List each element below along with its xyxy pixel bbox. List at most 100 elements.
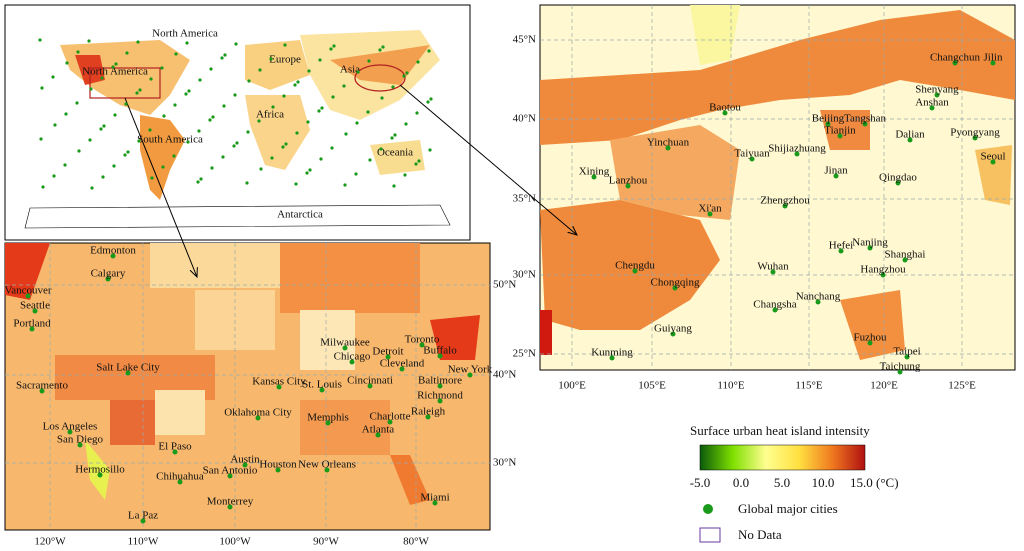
city-dot bbox=[319, 387, 325, 393]
city-label: Hangzhou bbox=[860, 264, 906, 276]
lat-tick-label: 45°N bbox=[513, 34, 536, 46]
city-label: Houston bbox=[259, 459, 297, 471]
city-label: La Paz bbox=[128, 510, 158, 522]
city-dot bbox=[140, 518, 146, 524]
city-dot bbox=[160, 66, 164, 70]
city-dot bbox=[392, 184, 396, 188]
city-label: Wuhan bbox=[757, 261, 789, 273]
city-dot bbox=[387, 419, 393, 425]
city-dot bbox=[38, 38, 42, 42]
city-dot bbox=[838, 248, 844, 254]
city-dot bbox=[722, 110, 728, 116]
city-dot bbox=[162, 114, 166, 118]
lon-tick-label: 120°W bbox=[34, 536, 66, 548]
lon-tick-label: 110°W bbox=[128, 536, 159, 548]
city-dot bbox=[356, 70, 360, 74]
lon-tick-label: 90°W bbox=[313, 536, 339, 548]
city-dot bbox=[126, 150, 130, 154]
city-dot bbox=[223, 53, 227, 57]
city-dot bbox=[257, 119, 261, 123]
city-label: Xining bbox=[579, 166, 610, 178]
city-label: Austin bbox=[230, 454, 260, 466]
city-dot bbox=[782, 203, 788, 209]
city-label: Sacramento bbox=[16, 380, 68, 392]
city-dot bbox=[632, 268, 638, 274]
city-dot bbox=[221, 155, 225, 159]
city-dot bbox=[591, 174, 597, 180]
city-dot bbox=[367, 59, 371, 63]
city-dot bbox=[258, 68, 262, 72]
city-dot bbox=[318, 58, 322, 62]
city-dot bbox=[123, 153, 127, 157]
city-dot bbox=[929, 105, 935, 111]
city-dot bbox=[399, 366, 405, 372]
city-dot bbox=[39, 388, 45, 394]
city-label: Milwaukee bbox=[320, 337, 370, 349]
city-dot bbox=[794, 151, 800, 157]
city-dot bbox=[270, 156, 274, 160]
city-label: Miami bbox=[420, 492, 449, 504]
continent-label: Africa bbox=[256, 109, 284, 121]
city-dot bbox=[427, 49, 431, 53]
city-dot bbox=[209, 67, 213, 71]
city-dot bbox=[39, 137, 43, 141]
city-dot bbox=[425, 414, 431, 420]
city-label: Los Angeles bbox=[43, 421, 98, 433]
city-label: Taipei bbox=[893, 346, 920, 358]
city-dot bbox=[990, 60, 996, 66]
city-dot bbox=[329, 47, 333, 51]
continent-label: South America bbox=[137, 134, 203, 146]
city-label: Jilin bbox=[984, 52, 1003, 64]
city-dot bbox=[355, 121, 359, 125]
city-label: Changsha bbox=[753, 299, 797, 311]
city-dot bbox=[25, 293, 31, 299]
city-dot bbox=[393, 133, 397, 137]
continent-label: Europe bbox=[269, 54, 301, 66]
city-dot bbox=[269, 57, 273, 61]
city-dot bbox=[609, 355, 615, 361]
city-dot bbox=[707, 211, 713, 217]
city-label: Chihuahua bbox=[156, 471, 204, 483]
city-label: Kansas City bbox=[252, 376, 306, 388]
city-label: Oklahoma City bbox=[224, 407, 292, 419]
city-dot bbox=[32, 308, 38, 314]
city-dot bbox=[825, 121, 831, 127]
legend-tick-label: 15.0 (°C) bbox=[850, 475, 899, 490]
city-dot bbox=[77, 442, 83, 448]
city-dot bbox=[437, 398, 443, 404]
city-label: Nanjing bbox=[852, 237, 888, 249]
city-dot bbox=[90, 186, 94, 190]
lat-tick-label: 35°N bbox=[513, 193, 536, 205]
city-label: New York bbox=[448, 364, 493, 376]
city-dot bbox=[934, 92, 940, 98]
city-label: Lanzhou bbox=[609, 175, 648, 187]
city-dot bbox=[63, 163, 67, 167]
city-dot bbox=[113, 113, 117, 117]
city-dot bbox=[138, 88, 142, 92]
city-dot bbox=[902, 257, 908, 263]
city-dot bbox=[185, 41, 189, 45]
lon-tick-label: 100°W bbox=[219, 536, 251, 548]
city-dot bbox=[186, 140, 190, 144]
north-america-map bbox=[4, 242, 491, 531]
city-dot bbox=[114, 62, 118, 66]
city-dot bbox=[378, 48, 382, 52]
city-label: Vancouver bbox=[4, 285, 51, 297]
city-dot bbox=[426, 100, 430, 104]
city-dot bbox=[222, 104, 226, 108]
city-dot bbox=[429, 97, 433, 101]
city-dot bbox=[354, 172, 358, 176]
continent-label: Antarctica bbox=[277, 209, 323, 221]
city-dot bbox=[467, 372, 473, 378]
city-dot bbox=[837, 133, 843, 139]
city-dot bbox=[172, 449, 178, 455]
city-dot bbox=[772, 307, 778, 313]
city-dot bbox=[64, 112, 68, 116]
city-dot bbox=[380, 96, 384, 100]
city-label: Fuzhou bbox=[854, 332, 888, 344]
city-label: Baltimore bbox=[418, 375, 462, 387]
city-label: Cleveland bbox=[380, 358, 425, 370]
lon-tick-label: 110°E bbox=[717, 380, 744, 392]
city-dot bbox=[296, 80, 300, 84]
city-label: Tianjin bbox=[824, 125, 856, 137]
